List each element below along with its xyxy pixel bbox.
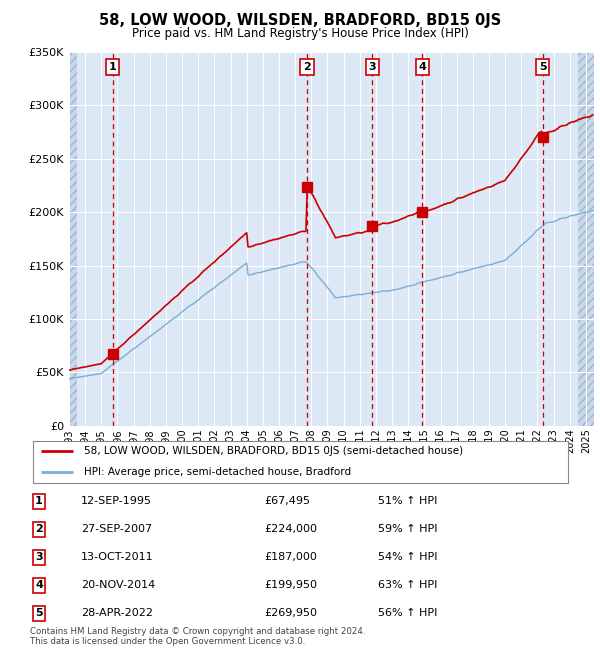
Text: 59% ↑ HPI: 59% ↑ HPI <box>378 525 437 534</box>
Text: 28-APR-2022: 28-APR-2022 <box>81 608 153 618</box>
Text: 63% ↑ HPI: 63% ↑ HPI <box>378 580 437 590</box>
Text: 27-SEP-2007: 27-SEP-2007 <box>81 525 152 534</box>
Text: £269,950: £269,950 <box>264 608 317 618</box>
Text: £67,495: £67,495 <box>264 497 310 506</box>
Text: 1: 1 <box>35 497 43 506</box>
Text: 4: 4 <box>419 62 427 72</box>
Text: 58, LOW WOOD, WILSDEN, BRADFORD, BD15 0JS (semi-detached house): 58, LOW WOOD, WILSDEN, BRADFORD, BD15 0J… <box>85 446 463 456</box>
Text: This data is licensed under the Open Government Licence v3.0.: This data is licensed under the Open Gov… <box>30 637 305 646</box>
Text: 3: 3 <box>35 552 43 562</box>
Text: 12-SEP-1995: 12-SEP-1995 <box>81 497 152 506</box>
Text: 4: 4 <box>35 580 43 590</box>
Text: 2: 2 <box>35 525 43 534</box>
Text: 51% ↑ HPI: 51% ↑ HPI <box>378 497 437 506</box>
Text: 58, LOW WOOD, WILSDEN, BRADFORD, BD15 0JS: 58, LOW WOOD, WILSDEN, BRADFORD, BD15 0J… <box>99 13 501 28</box>
Bar <box>578 52 594 426</box>
Text: 2: 2 <box>303 62 311 72</box>
Text: 56% ↑ HPI: 56% ↑ HPI <box>378 608 437 618</box>
Text: 1: 1 <box>109 62 116 72</box>
Text: 20-NOV-2014: 20-NOV-2014 <box>81 580 155 590</box>
Text: 3: 3 <box>368 62 376 72</box>
Text: Price paid vs. HM Land Registry's House Price Index (HPI): Price paid vs. HM Land Registry's House … <box>131 27 469 40</box>
Text: 5: 5 <box>35 608 43 618</box>
Text: 54% ↑ HPI: 54% ↑ HPI <box>378 552 437 562</box>
Text: 5: 5 <box>539 62 547 72</box>
Text: £224,000: £224,000 <box>264 525 317 534</box>
FancyBboxPatch shape <box>33 441 568 484</box>
Text: HPI: Average price, semi-detached house, Bradford: HPI: Average price, semi-detached house,… <box>85 467 352 477</box>
Text: Contains HM Land Registry data © Crown copyright and database right 2024.: Contains HM Land Registry data © Crown c… <box>30 627 365 636</box>
Text: 13-OCT-2011: 13-OCT-2011 <box>81 552 154 562</box>
Bar <box>69 52 77 426</box>
Text: £199,950: £199,950 <box>264 580 317 590</box>
Text: £187,000: £187,000 <box>264 552 317 562</box>
